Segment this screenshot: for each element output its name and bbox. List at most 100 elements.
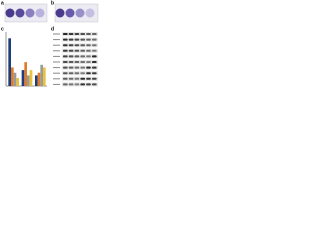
blot-band: [92, 83, 97, 86]
blot-band: [68, 83, 74, 86]
blot-band: [80, 61, 85, 63]
blot-band: [92, 38, 97, 41]
blot-band: [86, 44, 91, 47]
bar: [43, 67, 46, 86]
blot-strip: [62, 60, 98, 64]
blot-band: [68, 72, 74, 75]
plate: [75, 8, 85, 18]
bar: [21, 70, 25, 86]
blot-band: [92, 49, 97, 52]
blot-band: [80, 55, 85, 58]
blot-band: [63, 33, 68, 35]
blot-band: [86, 55, 91, 58]
blot-band: [92, 33, 97, 35]
bar: [24, 62, 27, 86]
blot-label: [53, 78, 60, 80]
blot-band: [92, 77, 97, 80]
blot-band: [74, 72, 80, 75]
blot-band: [63, 49, 68, 52]
blot-band: [63, 77, 68, 80]
blot-band: [92, 66, 97, 69]
blot-band: [68, 77, 74, 80]
blot-label: [53, 44, 60, 46]
panel-label: a: [1, 0, 4, 6]
blot-band: [86, 61, 91, 63]
blot-band: [68, 33, 74, 35]
blot-band: [63, 55, 68, 58]
bar: [16, 78, 19, 86]
blot-label: [53, 50, 60, 52]
blot-strip: [62, 76, 98, 81]
blot-band: [63, 61, 68, 63]
blot-label: [53, 67, 60, 69]
blot-band: [80, 38, 85, 41]
blot-label: [53, 61, 60, 63]
blot-strip: [62, 82, 98, 87]
blot-band: [80, 44, 85, 47]
plate: [15, 8, 25, 18]
blot-band: [86, 49, 91, 52]
blot-band: [80, 72, 85, 75]
blot-band: [68, 49, 74, 52]
plate: [65, 8, 75, 18]
figure: a b c d: [1, 0, 99, 87]
blot-label: [53, 83, 60, 85]
panel-label: c: [1, 26, 4, 32]
blot-band: [92, 55, 97, 58]
blot-band: [63, 72, 68, 75]
blot-label: [53, 33, 60, 35]
blot-band: [86, 77, 91, 80]
blot-band: [86, 33, 91, 35]
bar: [11, 67, 14, 86]
blot-band: [74, 77, 80, 80]
blot-band: [68, 66, 74, 69]
blot-band: [74, 83, 80, 86]
blot-band: [74, 38, 80, 41]
blot-band: [80, 66, 85, 69]
plate: [5, 8, 15, 18]
blot-band: [92, 72, 97, 75]
plate: [35, 8, 45, 18]
bar: [40, 64, 43, 86]
blot-strip: [62, 54, 98, 59]
blot-band: [68, 61, 74, 63]
plate: [55, 8, 65, 18]
blot-band: [74, 44, 80, 47]
panel-label: b: [51, 0, 54, 6]
blot-band: [74, 49, 80, 52]
blot-strip: [62, 43, 98, 48]
blot-band: [74, 61, 80, 63]
blot-band: [86, 66, 91, 69]
bar: [35, 75, 38, 86]
blot-band: [92, 61, 97, 63]
blot-strip: [62, 48, 98, 53]
blot-band: [80, 33, 85, 35]
blot-band: [63, 83, 68, 86]
plate: [85, 8, 95, 18]
blot-band: [86, 38, 91, 41]
bar: [27, 75, 30, 86]
blot-band: [80, 83, 85, 86]
blot-band: [68, 55, 74, 58]
bar: [29, 70, 33, 86]
blot-band: [86, 83, 91, 86]
blot-band: [63, 66, 68, 69]
blot-band: [68, 38, 74, 41]
blot-band: [63, 44, 68, 47]
blot-strip: [62, 37, 98, 42]
bar: [8, 38, 11, 86]
blot-label: [53, 72, 60, 74]
blot-band: [86, 72, 91, 75]
blot-band: [63, 38, 68, 41]
plates-a: [4, 3, 48, 23]
blot-band: [68, 44, 74, 47]
blot-strip: [62, 65, 98, 70]
panel-label: d: [51, 26, 54, 32]
blot-band: [92, 44, 97, 47]
blot-band: [74, 33, 80, 35]
blot-band: [74, 55, 80, 58]
bar: [37, 72, 41, 86]
blot-strip: [62, 32, 98, 36]
blot-label: [53, 55, 60, 57]
western-blots: [53, 32, 98, 87]
